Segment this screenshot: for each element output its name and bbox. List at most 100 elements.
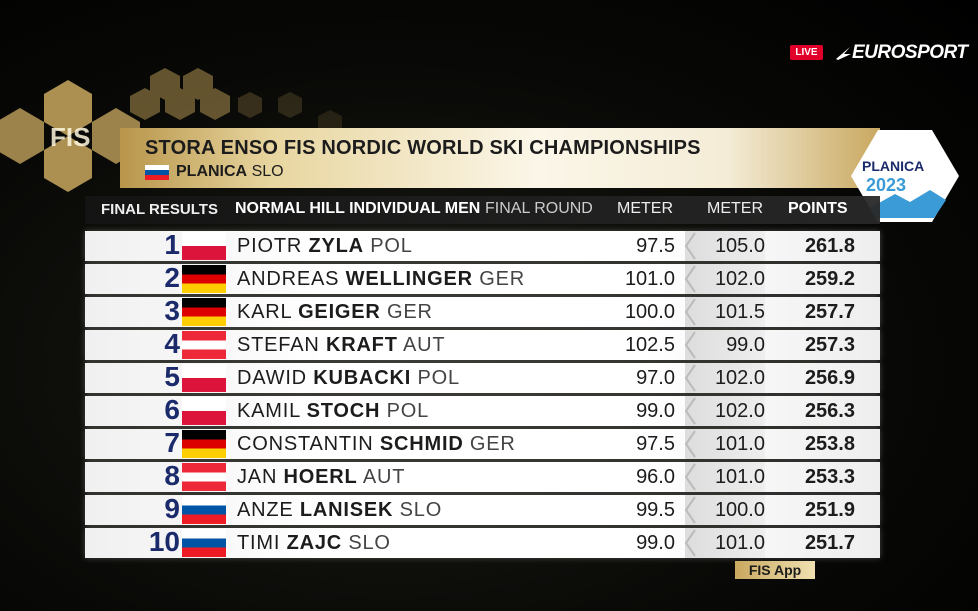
- points: 256.9: [804, 367, 855, 389]
- points: 251.9: [804, 499, 855, 521]
- column-header: POINTS: [788, 200, 848, 217]
- nation: SLO: [348, 532, 391, 554]
- rank: 1: [164, 229, 180, 260]
- points: 253.8: [804, 433, 855, 455]
- nation-flag: [182, 463, 226, 491]
- first-name: STEFAN: [237, 334, 320, 356]
- channel-name: EUROSPORT: [852, 42, 968, 63]
- athlete-name: ANDREAS WELLINGER GER: [237, 268, 525, 291]
- athlete-name: KAMIL STOCH POL: [237, 400, 429, 423]
- jump2-distance: 101.0: [685, 429, 765, 459]
- result-row: 9 ANZE LANISEK SLO 99.5 100.0 251.9: [85, 493, 880, 525]
- rank: 4: [164, 328, 180, 359]
- nation-flag: [182, 397, 226, 425]
- jump1-distance: 101.0: [624, 268, 675, 290]
- rank: 9: [164, 493, 180, 524]
- chevron: [684, 331, 696, 359]
- result-row: 6 KAMIL STOCH POL 99.0 102.0 256.3: [85, 394, 880, 426]
- chevron: [684, 529, 696, 557]
- planica-logo-year: 2023: [866, 175, 907, 195]
- result-row: 8 JAN HOERL AUT 96.0 101.0 253.3: [85, 460, 880, 492]
- result-row: 10 TIMI ZAJC SLO 99.0 101.0 251.7: [85, 526, 880, 558]
- jump1-distance: 99.0: [636, 532, 675, 554]
- planica-logo-name: PLANICA: [862, 158, 925, 174]
- nation-flag: [182, 430, 226, 458]
- points: 259.2: [804, 268, 855, 290]
- last-name: ZAJC: [286, 532, 342, 554]
- jump2-distance: 102.0: [685, 396, 765, 426]
- rank: 6: [164, 394, 180, 425]
- nation-flag: [182, 529, 226, 557]
- jump1-distance: 100.0: [624, 301, 675, 323]
- jump1-distance: 102.5: [624, 334, 675, 356]
- jump2-distance: 99.0: [685, 330, 765, 360]
- header-bar: [120, 128, 880, 188]
- athlete-name: DAWID KUBACKI POL: [237, 367, 460, 390]
- nation-flag: [182, 298, 226, 326]
- rank: 7: [164, 427, 180, 458]
- snowflake-logo: [0, 68, 342, 192]
- fis-logo-text: FIS: [50, 122, 91, 152]
- jump1-distance: 96.0: [636, 466, 675, 488]
- first-name: JAN: [237, 466, 278, 488]
- points: 257.3: [804, 334, 855, 356]
- result-row: 3 KARL GEIGER GER 100.0 101.5 257.7: [85, 295, 880, 327]
- nation: AUT: [362, 466, 406, 488]
- first-name: DAWID: [237, 367, 307, 389]
- athlete-name: PIOTR ZYLA POL: [237, 235, 413, 258]
- last-name: HOERL: [283, 466, 358, 488]
- jump1-distance: 99.5: [636, 499, 675, 521]
- rank: 10: [148, 526, 180, 557]
- title: STORA ENSO FIS NORDIC WORLD SKI CHAMPION…: [145, 137, 701, 159]
- nation-flag: [182, 331, 226, 359]
- points: 256.3: [804, 400, 855, 422]
- nation: AUT: [402, 334, 446, 356]
- channel-icon: [836, 47, 851, 60]
- chevron: [684, 430, 696, 458]
- athlete-name: ANZE LANISEK SLO: [237, 499, 442, 522]
- nation: GER: [469, 433, 516, 455]
- nation: POL: [370, 235, 413, 257]
- rank: 3: [164, 295, 180, 326]
- athlete-name: STEFAN KRAFT AUT: [237, 334, 445, 357]
- nation-flag: [182, 496, 226, 524]
- results-label: FINAL RESULTS: [101, 201, 218, 218]
- app-badge: FIS App: [735, 561, 815, 579]
- chevron: [684, 496, 696, 524]
- last-name: STOCH: [306, 400, 381, 422]
- rank: 2: [164, 262, 180, 293]
- jump2-distance: 101.5: [685, 297, 765, 327]
- athlete-name: CONSTANTIN SCHMID GER: [237, 433, 516, 456]
- first-name: KARL: [237, 301, 292, 323]
- live-badge: LIVE: [790, 45, 823, 60]
- last-name: ZYLA: [308, 235, 364, 257]
- first-name: ANZE: [237, 499, 294, 521]
- first-name: KAMIL: [237, 400, 301, 422]
- nation-flag: [182, 232, 226, 260]
- last-name: LANISEK: [299, 499, 394, 521]
- last-name: WELLINGER: [345, 268, 473, 290]
- result-row: 7 CONSTANTIN SCHMID GER 97.5 101.0 253.8: [85, 427, 880, 459]
- jump2-distance: 105.0: [685, 231, 765, 261]
- chevron: [684, 298, 696, 326]
- points: 257.7: [804, 301, 855, 323]
- first-name: ANDREAS: [237, 268, 340, 290]
- last-name: KRAFT: [325, 334, 398, 356]
- points: 251.7: [804, 532, 855, 554]
- rank: 5: [164, 361, 180, 392]
- nation: GER: [479, 268, 525, 290]
- jump2-distance: 101.0: [685, 462, 765, 492]
- nation: POL: [386, 400, 430, 422]
- result-row: 5 DAWID KUBACKI POL 97.0 102.0 256.9: [85, 361, 880, 393]
- last-name: SCHMID: [379, 433, 464, 455]
- athlete-name: KARL GEIGER GER: [237, 301, 433, 324]
- last-name: KUBACKI: [313, 367, 412, 389]
- chevron: [684, 397, 696, 425]
- result-row: 2 ANDREAS WELLINGER GER 101.0 102.0 259.2: [85, 262, 880, 294]
- column-header-bar: [85, 196, 880, 224]
- venue-country: SLO: [251, 163, 284, 180]
- column-header: METER: [707, 200, 763, 217]
- first-name: PIOTR: [237, 235, 303, 257]
- venue: PLANICA SLO: [176, 163, 284, 181]
